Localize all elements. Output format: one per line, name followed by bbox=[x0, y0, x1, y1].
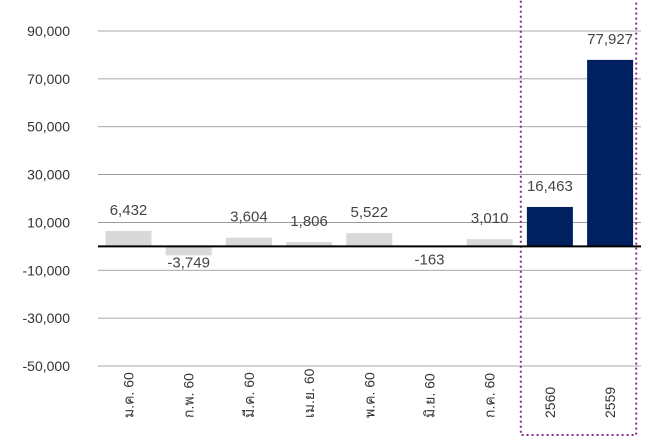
x-tick-label: มิ.ย. 60 bbox=[422, 373, 438, 418]
data-label: 3,604 bbox=[230, 209, 268, 226]
data-label: 5,522 bbox=[351, 204, 389, 221]
data-label: 77,927 bbox=[587, 31, 633, 48]
y-tick-label: 90,000 bbox=[27, 23, 70, 39]
y-tick-label: 70,000 bbox=[27, 71, 70, 87]
x-tick-label: ก.ค. 60 bbox=[482, 373, 498, 418]
bar-monthly bbox=[346, 233, 393, 247]
y-tick-label: 30,000 bbox=[27, 167, 70, 183]
data-label: 3,010 bbox=[471, 210, 509, 227]
highlight-box bbox=[519, 0, 638, 436]
y-tick-label: -30,000 bbox=[23, 310, 71, 326]
data-label: 1,806 bbox=[290, 213, 328, 230]
bar-monthly bbox=[466, 239, 513, 247]
bar-annual bbox=[526, 206, 573, 247]
x-tick-label: ม.ค. 60 bbox=[121, 372, 137, 418]
x-tick-label: เม.ย. 60 bbox=[301, 368, 317, 418]
bar-annual bbox=[587, 59, 634, 247]
bar-monthly bbox=[286, 242, 333, 247]
y-tick-label: 10,000 bbox=[27, 214, 70, 230]
y-tick-label: -50,000 bbox=[23, 358, 71, 374]
x-tick-label: ก.พ. 60 bbox=[181, 373, 197, 418]
x-tick-label: 2559 bbox=[602, 387, 618, 418]
x-tick-label: พ.ค. 60 bbox=[361, 372, 377, 418]
x-tick-label: มี.ค. 60 bbox=[241, 372, 257, 418]
data-label: 16,463 bbox=[527, 178, 573, 195]
data-label: 6,432 bbox=[110, 202, 148, 219]
data-label: -3,749 bbox=[167, 254, 210, 271]
y-tick-label: 50,000 bbox=[27, 119, 70, 135]
x-tick-label: 2560 bbox=[542, 387, 558, 418]
y-tick-label: -10,000 bbox=[23, 262, 71, 278]
bar-monthly bbox=[165, 246, 212, 256]
data-label: -163 bbox=[414, 251, 444, 268]
bar-monthly bbox=[225, 237, 272, 247]
bar-monthly bbox=[105, 230, 152, 247]
